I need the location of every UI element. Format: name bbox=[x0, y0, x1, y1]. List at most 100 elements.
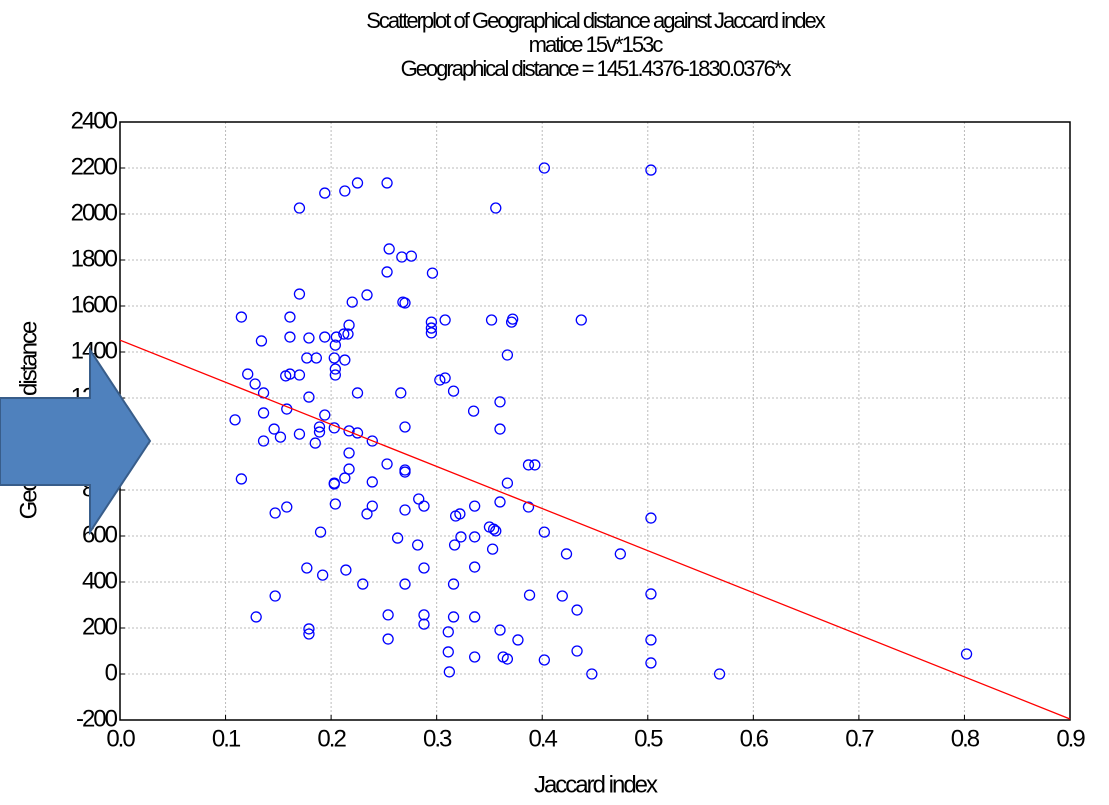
scatter-point bbox=[303, 628, 315, 640]
scatter-point bbox=[329, 339, 341, 351]
scatter-point bbox=[396, 251, 408, 263]
x-tick-label: 0.0 bbox=[106, 725, 135, 752]
scatter-point bbox=[469, 611, 481, 623]
plot-frame bbox=[119, 121, 1071, 721]
scatter-point bbox=[443, 666, 455, 678]
scatter-point bbox=[447, 611, 460, 623]
scatter-point bbox=[242, 368, 254, 380]
y-tick-label: 2000 bbox=[71, 199, 118, 226]
scatter-point bbox=[645, 512, 657, 524]
scatter-point bbox=[425, 322, 438, 334]
x-tick-label: 0.8 bbox=[951, 725, 980, 752]
scatter-point bbox=[447, 385, 460, 397]
scatter-point bbox=[522, 501, 535, 513]
scatter-point bbox=[383, 243, 395, 255]
scatter-point bbox=[314, 526, 327, 538]
scatter-point bbox=[412, 539, 424, 551]
scatter-point bbox=[447, 578, 460, 590]
scatter-point bbox=[469, 531, 481, 543]
scatter-point bbox=[469, 561, 481, 573]
scatter-point bbox=[229, 414, 241, 426]
scatter-point bbox=[343, 319, 355, 331]
scatter-point bbox=[454, 508, 466, 520]
x-tick-label: 0.2 bbox=[317, 725, 346, 752]
chart-title: Scatterplot of Geographical distance aga… bbox=[366, 8, 826, 33]
scatter-point bbox=[309, 437, 321, 449]
y-tick-label: 600 bbox=[82, 521, 118, 548]
scatter-point bbox=[293, 202, 306, 214]
scatter-point bbox=[303, 623, 315, 635]
scatter-point bbox=[523, 589, 536, 601]
scatter-point bbox=[293, 288, 306, 300]
scatter-point bbox=[507, 313, 519, 325]
scatter-point bbox=[494, 423, 506, 435]
scatter-point bbox=[361, 508, 373, 520]
y-tick-label: 200 bbox=[82, 613, 118, 640]
scatter-point bbox=[301, 562, 313, 574]
scatter-point bbox=[418, 609, 430, 621]
scatter-point bbox=[319, 187, 331, 199]
scatter-point bbox=[426, 267, 439, 279]
x-tick-label: 0.5 bbox=[634, 725, 663, 752]
scatter-point bbox=[434, 374, 446, 386]
y-tick-label: -200 bbox=[76, 705, 118, 732]
scatter-point bbox=[560, 548, 573, 560]
plot-area: -200020040060080010001200140016001800200… bbox=[71, 107, 1088, 752]
scatter-point bbox=[575, 314, 587, 326]
x-tick-label: 0.4 bbox=[529, 725, 558, 752]
scatter-point bbox=[556, 590, 568, 602]
scatter-point bbox=[522, 459, 535, 471]
y-tick-label: 1600 bbox=[71, 291, 118, 318]
scatter-point bbox=[645, 634, 657, 646]
x-tick-label: 0.9 bbox=[1056, 725, 1085, 752]
scatter-point bbox=[418, 562, 430, 574]
scatter-point bbox=[329, 498, 341, 510]
scatter-point bbox=[469, 651, 481, 663]
scatter-point bbox=[469, 500, 481, 512]
y-tick-label: 0 bbox=[105, 659, 118, 686]
scatter-point bbox=[425, 327, 438, 339]
scatter-point bbox=[439, 372, 451, 384]
x-tick-label: 0.7 bbox=[845, 725, 874, 752]
scatter-point bbox=[486, 543, 499, 555]
scatter-point bbox=[343, 463, 355, 475]
scatter-point bbox=[645, 657, 657, 669]
scatter-point bbox=[301, 352, 313, 364]
scatter-point bbox=[538, 526, 550, 538]
scatter-point bbox=[284, 331, 296, 343]
scatter-point bbox=[960, 648, 973, 660]
scatter-point bbox=[501, 349, 514, 361]
scatter-point bbox=[455, 531, 467, 543]
scatter-point bbox=[250, 611, 262, 623]
y-tick-label: 400 bbox=[82, 567, 118, 594]
scatter-point bbox=[328, 478, 340, 490]
scatter-point bbox=[399, 504, 411, 516]
scatter-point bbox=[329, 369, 341, 381]
scatter-point bbox=[501, 477, 514, 489]
y-tick-label: 2200 bbox=[71, 153, 118, 180]
scatter-point bbox=[490, 525, 502, 537]
scatter-point bbox=[512, 634, 524, 646]
scatter-point bbox=[538, 654, 550, 666]
scatter-point bbox=[303, 332, 315, 344]
scatter-point bbox=[381, 266, 393, 278]
scatter-point bbox=[418, 618, 430, 630]
scatter-point bbox=[328, 352, 340, 364]
scatter-point bbox=[381, 458, 393, 470]
scatter-point bbox=[366, 476, 378, 488]
scatter-point bbox=[313, 426, 326, 438]
chart-subtitle: matice 15v*153c bbox=[529, 32, 664, 57]
scatter-point bbox=[442, 646, 454, 658]
scatter-point bbox=[614, 548, 626, 560]
scatter-point bbox=[382, 633, 394, 645]
scatter-point bbox=[319, 409, 331, 421]
x-tick-label: 0.3 bbox=[423, 725, 452, 752]
scatter-point bbox=[494, 396, 506, 408]
scatter-point bbox=[645, 164, 657, 176]
scatter-point bbox=[501, 653, 514, 665]
scatter-point bbox=[346, 296, 358, 308]
scatter-point bbox=[439, 314, 451, 326]
scatter-point bbox=[313, 421, 326, 433]
scatter-point bbox=[382, 609, 394, 621]
